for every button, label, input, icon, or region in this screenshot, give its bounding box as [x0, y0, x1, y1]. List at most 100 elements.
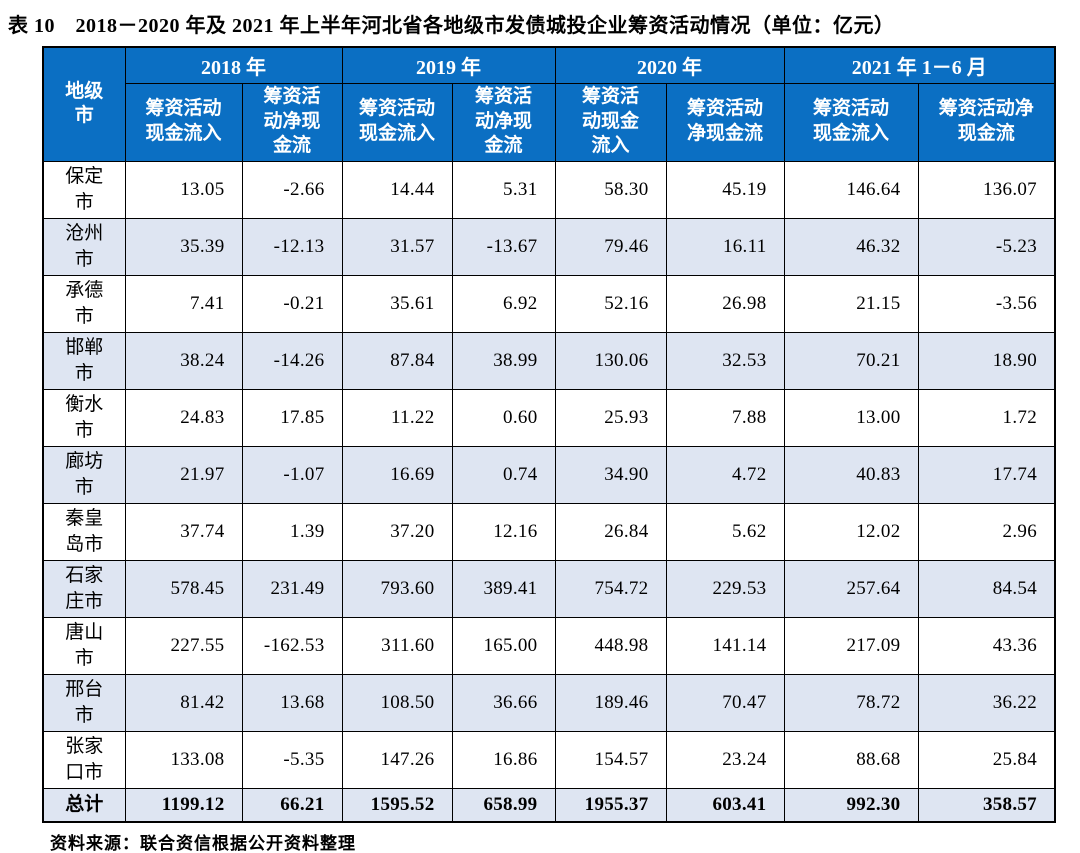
header-2020-net: 筹资活动 净现金流: [665, 82, 785, 162]
value-cell: 46.32: [783, 217, 919, 276]
value-cell: 389.41: [451, 559, 556, 618]
value-cell: -1.07: [241, 445, 343, 504]
total-value-cell: 358.57: [917, 787, 1056, 823]
value-cell: -13.67: [451, 217, 556, 276]
value-cell: 32.53: [665, 331, 785, 390]
value-cell: 70.47: [665, 673, 785, 732]
value-cell: 40.83: [783, 445, 919, 504]
value-cell: 11.22: [341, 388, 453, 447]
table-row-shijiazhuang: 石家 庄市 578.45 231.49 793.60 389.41 754.72…: [42, 559, 1056, 618]
city-cell: 衡水 市: [42, 388, 126, 447]
table-row-langfang: 廊坊 市 21.97 -1.07 16.69 0.74 34.90 4.72 4…: [42, 445, 1056, 504]
value-cell: 35.39: [124, 217, 243, 276]
value-cell: 130.06: [554, 331, 667, 390]
value-cell: 136.07: [917, 160, 1056, 219]
city-cell: 石家 庄市: [42, 559, 126, 618]
financing-table: 地级 市 2018 年 2019 年 2020 年 2021 年 1－6 月 筹…: [42, 46, 1056, 823]
value-cell: -5.35: [241, 730, 343, 789]
table-row-handan: 邯郸 市 38.24 -14.26 87.84 38.99 130.06 32.…: [42, 331, 1056, 390]
value-cell: 16.11: [665, 217, 785, 276]
header-year-row: 地级 市 2018 年 2019 年 2020 年 2021 年 1－6 月: [42, 46, 1056, 162]
city-cell: 张家 口市: [42, 730, 126, 789]
header-year-2019: 2019 年: [341, 46, 556, 84]
header-2021-net: 筹资活动净 现金流: [917, 82, 1056, 162]
source-note: 资料来源：联合资信根据公开资料整理: [50, 834, 356, 853]
value-cell: 146.64: [783, 160, 919, 219]
value-cell: 793.60: [341, 559, 453, 618]
city-cell: 承德 市: [42, 274, 126, 333]
city-cell: 邯郸 市: [42, 331, 126, 390]
total-row: 总计 1199.12 66.21 1595.52 658.99 1955.37 …: [42, 787, 1056, 823]
value-cell: 165.00: [451, 616, 556, 675]
header-2018-inflow: 筹资活动 现金流入: [124, 82, 243, 162]
header-year-2020: 2020 年: [554, 46, 785, 84]
value-cell: 0.74: [451, 445, 556, 504]
value-cell: 43.36: [917, 616, 1056, 675]
value-cell: -5.23: [917, 217, 1056, 276]
value-cell: 227.55: [124, 616, 243, 675]
total-value-cell: 1955.37: [554, 787, 667, 823]
value-cell: 0.60: [451, 388, 556, 447]
table-row-xingtai: 邢台 市 81.42 13.68 108.50 36.66 189.46 70.…: [42, 673, 1056, 732]
table-title: 表 10 2018－2020 年及 2021 年上半年河北省各地级市发债城投企业…: [8, 15, 895, 37]
value-cell: -12.13: [241, 217, 343, 276]
value-cell: 311.60: [341, 616, 453, 675]
value-cell: 16.86: [451, 730, 556, 789]
value-cell: 79.46: [554, 217, 667, 276]
value-cell: 78.72: [783, 673, 919, 732]
header-year-2018: 2018 年: [124, 46, 343, 84]
value-cell: 13.05: [124, 160, 243, 219]
value-cell: 84.54: [917, 559, 1056, 618]
header-2021-inflow: 筹资活动 现金流入: [783, 82, 919, 162]
value-cell: -0.21: [241, 274, 343, 333]
value-cell: 52.16: [554, 274, 667, 333]
value-cell: 7.88: [665, 388, 785, 447]
header-measure-row: 筹资活动 现金流入 筹资活 动净现 金流 筹资活动 现金流入 筹资活 动净现 金…: [43, 82, 1056, 162]
value-cell: 229.53: [665, 559, 785, 618]
table-row-hengshui: 衡水 市 24.83 17.85 11.22 0.60 25.93 7.88 1…: [42, 388, 1056, 447]
table-row-baoding: 保定 市 13.05 -2.66 14.44 5.31 58.30 45.19 …: [42, 160, 1056, 219]
value-cell: 16.69: [341, 445, 453, 504]
value-cell: -162.53: [241, 616, 343, 675]
total-value-cell: 603.41: [665, 787, 785, 823]
header-2019-inflow: 筹资活动 现金流入: [341, 82, 453, 162]
city-cell: 保定 市: [42, 160, 126, 219]
value-cell: 34.90: [554, 445, 667, 504]
value-cell: 24.83: [124, 388, 243, 447]
table-row-qinhuangdao: 秦皇 岛市 37.74 1.39 37.20 12.16 26.84 5.62 …: [42, 502, 1056, 561]
value-cell: 70.21: [783, 331, 919, 390]
header-2019-net: 筹资活 动净现 金流: [451, 82, 556, 162]
value-cell: 4.72: [665, 445, 785, 504]
value-cell: 141.14: [665, 616, 785, 675]
value-cell: 37.74: [124, 502, 243, 561]
value-cell: 5.31: [451, 160, 556, 219]
value-cell: 17.74: [917, 445, 1056, 504]
value-cell: 37.20: [341, 502, 453, 561]
total-value-cell: 1595.52: [341, 787, 453, 823]
value-cell: -14.26: [241, 331, 343, 390]
total-value-cell: 1199.12: [124, 787, 243, 823]
value-cell: 13.68: [241, 673, 343, 732]
value-cell: 45.19: [665, 160, 785, 219]
city-cell: 邢台 市: [42, 673, 126, 732]
table-row-cangzhou: 沧州 市 35.39 -12.13 31.57 -13.67 79.46 16.…: [42, 217, 1056, 276]
value-cell: 754.72: [554, 559, 667, 618]
value-cell: 1.39: [241, 502, 343, 561]
city-cell: 沧州 市: [42, 217, 126, 276]
value-cell: -2.66: [241, 160, 343, 219]
header-year-2021h1: 2021 年 1－6 月: [783, 46, 1056, 84]
value-cell: 35.61: [341, 274, 453, 333]
value-cell: 26.84: [554, 502, 667, 561]
value-cell: 21.15: [783, 274, 919, 333]
value-cell: 133.08: [124, 730, 243, 789]
value-cell: -3.56: [917, 274, 1056, 333]
city-cell: 廊坊 市: [42, 445, 126, 504]
table-row-chengde: 承德 市 7.41 -0.21 35.61 6.92 52.16 26.98 2…: [42, 274, 1056, 333]
value-cell: 18.90: [917, 331, 1056, 390]
total-value-cell: 66.21: [241, 787, 343, 823]
value-cell: 21.97: [124, 445, 243, 504]
value-cell: 13.00: [783, 388, 919, 447]
value-cell: 12.16: [451, 502, 556, 561]
value-cell: 189.46: [554, 673, 667, 732]
table-row-tangshan: 唐山 市 227.55 -162.53 311.60 165.00 448.98…: [42, 616, 1056, 675]
